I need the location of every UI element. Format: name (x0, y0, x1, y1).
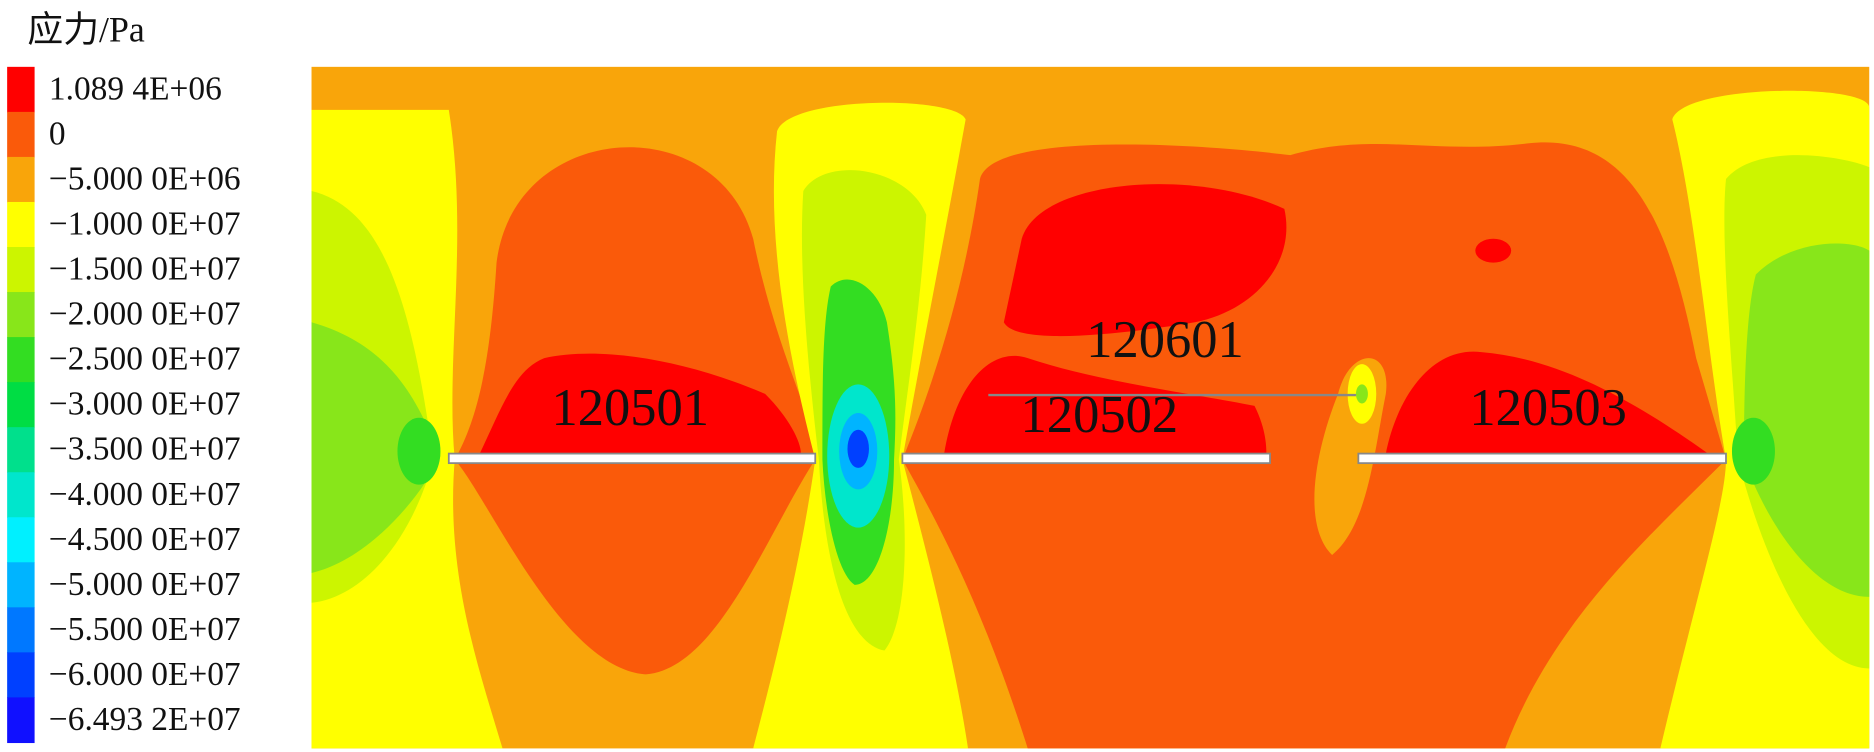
working-face (901, 452, 1271, 465)
working-face (447, 452, 817, 465)
legend-label: −4.500 0E+07 (49, 521, 241, 558)
legend-label: −3.000 0E+07 (49, 386, 241, 423)
legend-swatch (7, 562, 35, 608)
contour-red (1385, 351, 1709, 454)
legend-label: −6.493 2E+07 (49, 701, 241, 738)
contour-red (944, 355, 1267, 456)
contour-green (1355, 384, 1368, 404)
contour-green-core (1731, 417, 1775, 485)
legend-swatch (7, 247, 35, 293)
contour-green-core (397, 417, 441, 485)
legend-label: −6.000 0E+07 (49, 656, 241, 693)
legend-label: −2.500 0E+07 (49, 341, 241, 378)
legend-label: −1.500 0E+07 (49, 251, 241, 288)
contour-blue (847, 429, 869, 468)
contour-map (311, 66, 1870, 749)
legend-label: 0 (49, 115, 66, 152)
legend-label: −5.500 0E+07 (49, 611, 241, 648)
legend-label: −1.000 0E+07 (49, 206, 241, 243)
legend-swatch (7, 472, 35, 518)
legend-swatch (7, 517, 35, 563)
legend-swatch (7, 156, 35, 203)
legend-swatch (7, 652, 35, 699)
legend-swatch (7, 697, 35, 744)
legend-label: −3.500 0E+07 (49, 431, 241, 468)
panel-label: 120503 (1469, 379, 1627, 437)
legend-swatch (7, 201, 35, 248)
legend-label: 1.089 4E+06 (49, 70, 222, 107)
panel-label: 120502 (1021, 386, 1179, 444)
legend-title: 应力/Pa (27, 10, 144, 50)
legend-swatch (7, 337, 35, 383)
contour-green (1743, 243, 1870, 597)
legend-swatch (7, 427, 35, 473)
working-face (1357, 452, 1727, 465)
legend-swatch (7, 66, 35, 113)
legend-label: −5.000 0E+07 (49, 566, 241, 603)
legend-swatch (7, 382, 35, 428)
contour-red (478, 353, 801, 456)
panel-label: 120501 (551, 379, 709, 437)
legend-label: −5.000 0E+06 (49, 161, 241, 198)
legend: 1.089 4E+06 0 −5.000 0E+06 −1.000 0E+07 −1.5… (7, 66, 241, 744)
contour-red (1475, 238, 1512, 263)
contour-red (1003, 184, 1287, 337)
contour-green (311, 322, 441, 573)
legend-label: −4.000 0E+07 (49, 476, 241, 513)
legend-swatch (7, 111, 35, 158)
legend-swatch (7, 292, 35, 338)
legend-swatch (7, 607, 35, 653)
legend-label: −2.000 0E+07 (49, 296, 241, 333)
panel-label: 120601 (1086, 311, 1244, 369)
